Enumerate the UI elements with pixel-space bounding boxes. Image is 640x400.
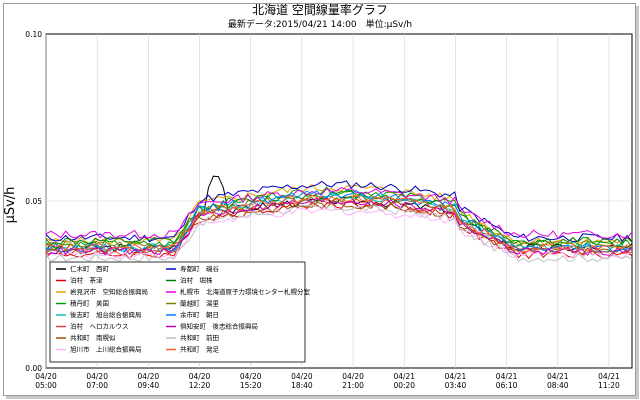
series-line xyxy=(45,186,633,240)
x-tick-date: 04/20 xyxy=(35,372,57,381)
x-tick-time: 09:40 xyxy=(138,381,160,390)
x-tick-time: 03:40 xyxy=(445,381,467,390)
x-tick-date: 04/21 xyxy=(547,372,569,381)
series-line xyxy=(45,193,633,253)
series-line xyxy=(45,180,633,243)
x-tick-time: 08:40 xyxy=(547,381,569,390)
chart-subtitle: 最新データ:2015/04/21 14:00 単位:μSv/h xyxy=(228,18,412,30)
y-axis-label: μSv/h xyxy=(3,187,18,224)
y-tick-label: 0.00 xyxy=(25,364,42,373)
x-tick-date: 04/20 xyxy=(240,372,262,381)
legend-label: 倶知安町 後志総合振興局 xyxy=(180,322,258,331)
series-line xyxy=(45,184,633,246)
legend-box xyxy=(49,261,306,363)
legend-label: 蘭越町 湯里 xyxy=(180,299,220,308)
x-tick-time: 11:20 xyxy=(598,381,620,390)
series-line xyxy=(45,203,633,263)
legend-label: 共和町 南幌似 xyxy=(70,333,116,342)
x-tick-date: 04/20 xyxy=(342,372,364,381)
legend-label: 泊村 茶津 xyxy=(70,276,103,285)
x-tick-time: 00:20 xyxy=(393,381,415,390)
legend-label: 岩見沢市 空知総合振興局 xyxy=(70,287,148,296)
x-tick-date: 04/21 xyxy=(393,372,415,381)
legend-label: 共和町 前田 xyxy=(180,333,219,342)
x-tick-date: 04/20 xyxy=(291,372,313,381)
legend-label: 積丹町 美国 xyxy=(70,299,109,308)
legend-label: 札幌市 北海道原子力環境センター札幌分室 xyxy=(180,287,311,296)
legend-label: 共和町 発足 xyxy=(180,345,220,354)
legend-label: 余市町 朝日 xyxy=(180,310,219,319)
x-tick-time: 05:00 xyxy=(35,381,57,390)
y-tick-label: 0.10 xyxy=(25,30,42,39)
y-tick-label: 0.05 xyxy=(25,197,42,206)
x-tick-time: 15:20 xyxy=(240,381,262,390)
series-line xyxy=(45,197,633,256)
series-line xyxy=(45,201,633,260)
chart-title: 北海道 空間線量率グラフ xyxy=(252,2,388,17)
x-tick-date: 04/21 xyxy=(496,372,518,381)
x-tick-time: 21:00 xyxy=(342,381,364,390)
x-tick-time: 07:00 xyxy=(86,381,108,390)
x-tick-time: 12:20 xyxy=(189,381,211,390)
legend-label: 仁木町 西町 xyxy=(70,264,110,273)
x-tick-date: 04/20 xyxy=(138,372,160,381)
legend-label: 寿都町 磯谷 xyxy=(180,264,220,273)
x-tick-date: 04/20 xyxy=(86,372,108,381)
x-tick-date: 04/21 xyxy=(445,372,467,381)
x-tick-date: 04/20 xyxy=(189,372,211,381)
legend-label: 泊村 ヘロカルウス xyxy=(70,322,129,331)
legend-label: 後志町 旭台総合振興局 xyxy=(70,310,142,319)
legend-label: 旭川市 上川総合振興局 xyxy=(70,345,142,354)
x-tick-time: 18:40 xyxy=(291,381,313,390)
series-line xyxy=(45,186,633,250)
x-tick-time: 06:10 xyxy=(496,381,518,390)
x-tick-date: 04/21 xyxy=(598,372,620,381)
series-line xyxy=(45,189,633,253)
legend-label: 泊村 堀株 xyxy=(180,276,213,285)
